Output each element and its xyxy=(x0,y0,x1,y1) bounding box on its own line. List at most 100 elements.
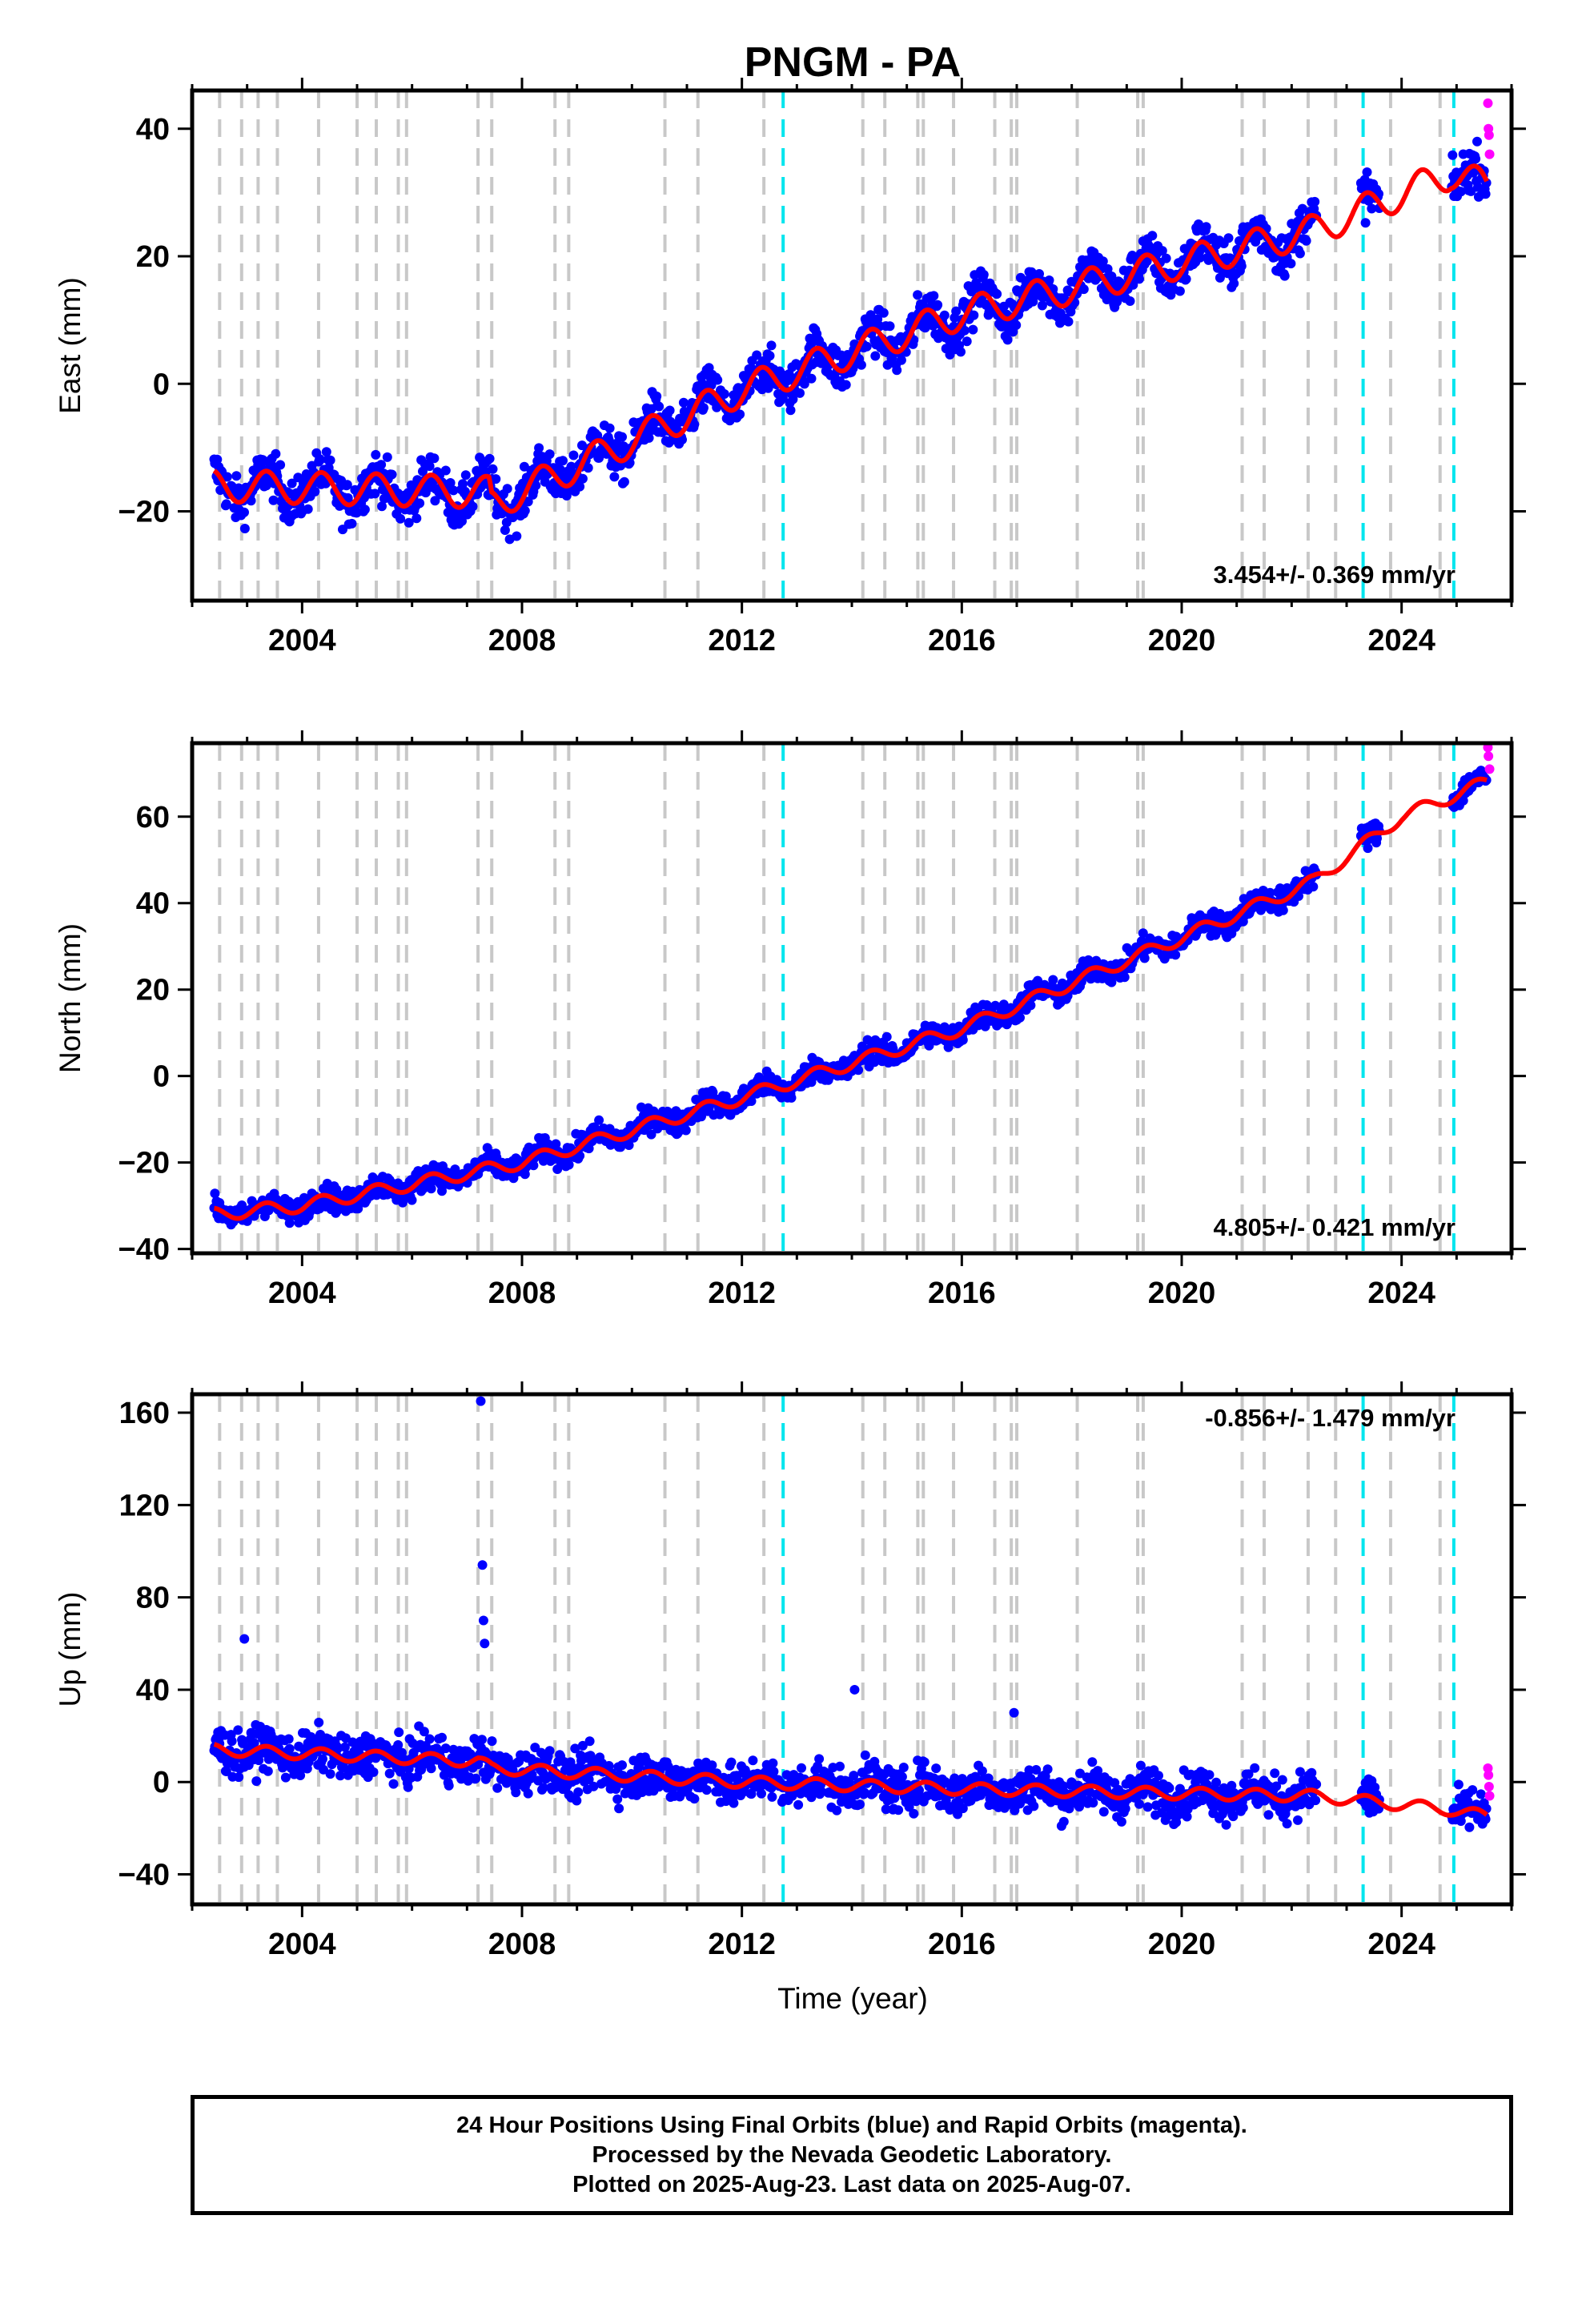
final-orbit-point xyxy=(1297,203,1307,214)
final-orbit-point xyxy=(634,1761,644,1771)
final-orbit-point xyxy=(1174,286,1185,296)
final-orbit-point xyxy=(321,447,331,457)
final-orbit-point xyxy=(939,310,950,320)
plot-area xyxy=(209,1394,1495,1904)
final-orbit-point xyxy=(371,449,381,460)
final-orbit-point xyxy=(929,291,939,301)
final-orbit-point xyxy=(1278,905,1288,915)
final-orbit-point xyxy=(424,1734,435,1744)
final-orbit-point xyxy=(437,1732,447,1743)
final-orbit-point xyxy=(795,388,805,398)
final-orbit-point xyxy=(1236,261,1247,271)
final-orbit-point xyxy=(861,341,872,352)
final-orbit-point xyxy=(814,1754,825,1764)
y-tick-label: 40 xyxy=(136,1674,170,1707)
final-orbit-point xyxy=(969,310,979,320)
final-orbit-point xyxy=(430,496,440,506)
y-tick-label: 0 xyxy=(153,368,170,401)
panel-2: 2004 2008 2012 2016 2020 2024−40−200204060Nor… xyxy=(54,730,1526,1310)
final-orbit-point xyxy=(752,350,762,360)
final-orbit-point xyxy=(1098,1807,1109,1817)
final-orbit-point xyxy=(283,1734,294,1744)
final-orbit-point xyxy=(862,1035,873,1045)
final-orbit-point xyxy=(619,476,629,487)
final-orbit-point xyxy=(726,1757,737,1767)
final-orbit-point xyxy=(491,474,501,485)
final-orbit-point xyxy=(855,1799,865,1810)
final-orbit-point xyxy=(1048,975,1058,985)
final-orbit-point xyxy=(231,471,242,481)
final-orbit-point xyxy=(1037,300,1047,311)
final-orbit-point xyxy=(1170,950,1181,960)
final-orbit-point xyxy=(1120,1803,1130,1814)
final-orbit-point xyxy=(644,432,654,443)
final-orbit-point xyxy=(689,1794,700,1804)
final-orbit-point xyxy=(1466,186,1476,196)
velocity-rate-label: 4.805+/- 0.421 mm/yr xyxy=(1214,1213,1456,1241)
final-orbit-outlier-point xyxy=(1009,1707,1019,1718)
final-orbit-point xyxy=(429,453,440,464)
final-orbit-point xyxy=(594,1115,604,1125)
final-orbit-point xyxy=(1002,335,1013,345)
final-orbit-point xyxy=(500,525,510,535)
x-tick-label: 2004 xyxy=(268,1928,336,1961)
final-orbit-point xyxy=(746,1789,757,1799)
final-orbit-point xyxy=(520,1169,530,1180)
final-orbit-point xyxy=(1476,1789,1486,1799)
final-orbit-point xyxy=(1468,1785,1478,1795)
final-orbit-point xyxy=(968,324,978,335)
final-orbit-point xyxy=(359,505,370,515)
final-orbit-point xyxy=(1139,953,1150,963)
final-orbit-point xyxy=(1223,233,1234,243)
x-tick-label: 2020 xyxy=(1148,624,1216,657)
final-orbit-point xyxy=(893,1805,904,1815)
final-orbit-point xyxy=(1311,1795,1321,1806)
final-orbit-point xyxy=(609,472,620,482)
final-orbit-point xyxy=(763,383,773,393)
y-tick-label: −40 xyxy=(118,1233,170,1267)
final-orbit-point xyxy=(343,493,353,503)
final-orbit-point xyxy=(806,1792,817,1803)
final-orbit-point xyxy=(1250,1763,1260,1773)
final-orbit-point xyxy=(404,517,414,528)
final-orbit-point xyxy=(419,1727,429,1737)
final-orbit-point xyxy=(1453,1779,1464,1790)
final-orbit-point xyxy=(531,480,541,491)
final-orbit-point xyxy=(544,1746,555,1756)
final-orbit-point xyxy=(534,443,544,453)
final-orbit-point xyxy=(881,1031,892,1042)
final-orbit-point xyxy=(1063,316,1074,327)
final-orbit-point xyxy=(1011,320,1022,330)
final-orbit-point xyxy=(233,1725,243,1735)
x-tick-label: 2008 xyxy=(488,1277,556,1310)
final-orbit-outlier-point xyxy=(849,1684,860,1695)
final-orbit-point xyxy=(713,375,723,385)
footer-line-2: Processed by the Nevada Geodetic Laborat… xyxy=(592,2141,1112,2168)
final-orbit-point xyxy=(318,1754,327,1764)
final-orbit-points xyxy=(209,1717,1492,1832)
final-orbit-point xyxy=(849,1771,859,1781)
final-orbit-point xyxy=(617,432,627,442)
final-orbit-point xyxy=(1456,187,1466,197)
velocity-rate-label: -0.856+/- 1.479 mm/yr xyxy=(1205,1404,1456,1432)
final-orbit-point xyxy=(566,461,576,472)
final-orbit-point xyxy=(512,531,522,541)
y-tick-label: 20 xyxy=(136,974,170,1007)
final-orbit-point xyxy=(681,1125,691,1136)
final-orbit-point xyxy=(865,310,876,320)
y-tick-label: 40 xyxy=(136,113,170,147)
final-orbit-point xyxy=(1277,1775,1287,1785)
final-orbit-point xyxy=(577,473,588,484)
final-orbit-point xyxy=(552,1164,563,1174)
model-fit-line xyxy=(212,163,1489,514)
final-orbit-point xyxy=(617,1760,627,1771)
final-orbit-point xyxy=(457,516,467,526)
final-orbit-point xyxy=(1181,274,1191,284)
final-orbit-point xyxy=(786,1092,797,1103)
final-orbit-point xyxy=(314,1717,324,1727)
final-orbit-point xyxy=(573,1787,584,1797)
final-orbit-outlier-point xyxy=(239,1634,250,1644)
rapid-orbit-point xyxy=(1484,130,1494,140)
y-tick-label: 160 xyxy=(119,1397,170,1430)
final-orbit-point xyxy=(1295,1767,1305,1777)
